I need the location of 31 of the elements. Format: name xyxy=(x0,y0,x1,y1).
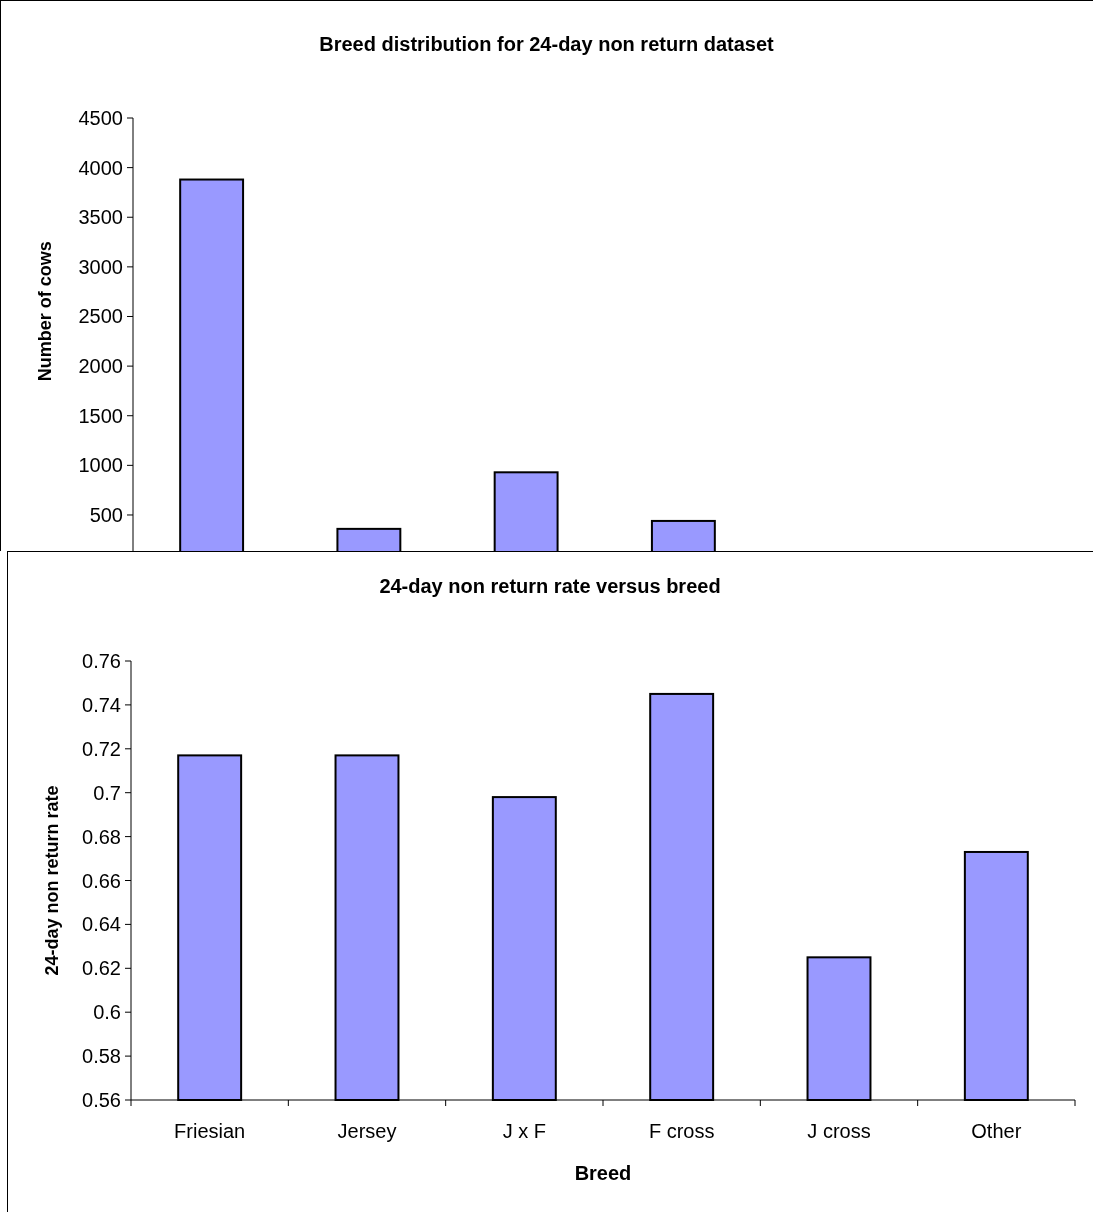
x-axis-title: Breed xyxy=(574,1162,632,1184)
x-tick-label: J x F xyxy=(502,1120,547,1142)
y-tick-label: 0.6 xyxy=(93,1001,121,1024)
y-tick-label: 1000 xyxy=(78,454,123,477)
y-tick-label: 0.68 xyxy=(82,825,121,848)
y-tick-label: 0.62 xyxy=(82,957,121,980)
x-tick-label: Other xyxy=(971,1120,1022,1142)
y-tick-label: 0.58 xyxy=(82,1045,121,1068)
y-tick-label: 0.72 xyxy=(82,737,121,760)
x-tick-label: Jersey xyxy=(337,1120,397,1142)
y-tick-label: 3500 xyxy=(78,206,123,229)
x-tick-label: F cross xyxy=(648,1120,715,1142)
chart-title: 24-day non return rate versus breed xyxy=(379,575,721,597)
y-tick-label: 0.76 xyxy=(82,650,121,672)
y-axis-title: Number of cows xyxy=(35,241,55,382)
y-tick-label: 0.7 xyxy=(93,781,121,804)
y-tick-label: 0.74 xyxy=(82,693,121,716)
y-tick-label: 4000 xyxy=(78,156,123,179)
y-tick-label: 0.66 xyxy=(82,869,121,892)
y-tick-label: 4500 xyxy=(78,107,123,129)
y-tick-label: 2000 xyxy=(78,355,123,378)
x-tick-label: J cross xyxy=(807,1120,871,1142)
y-tick-label: 0.56 xyxy=(82,1089,121,1111)
y-tick-label: 3000 xyxy=(78,255,123,278)
y-tick-label: 2500 xyxy=(78,305,123,328)
y-tick-label: 0.64 xyxy=(82,913,121,936)
x-tick-label: Friesian xyxy=(174,1120,246,1142)
chart-title: Breed distribution for 24-day non return dataset xyxy=(319,33,775,55)
y-axis-title: 24-day non return rate xyxy=(42,785,62,976)
y-tick-label: 1500 xyxy=(78,404,123,427)
y-tick-label: 500 xyxy=(89,503,123,526)
